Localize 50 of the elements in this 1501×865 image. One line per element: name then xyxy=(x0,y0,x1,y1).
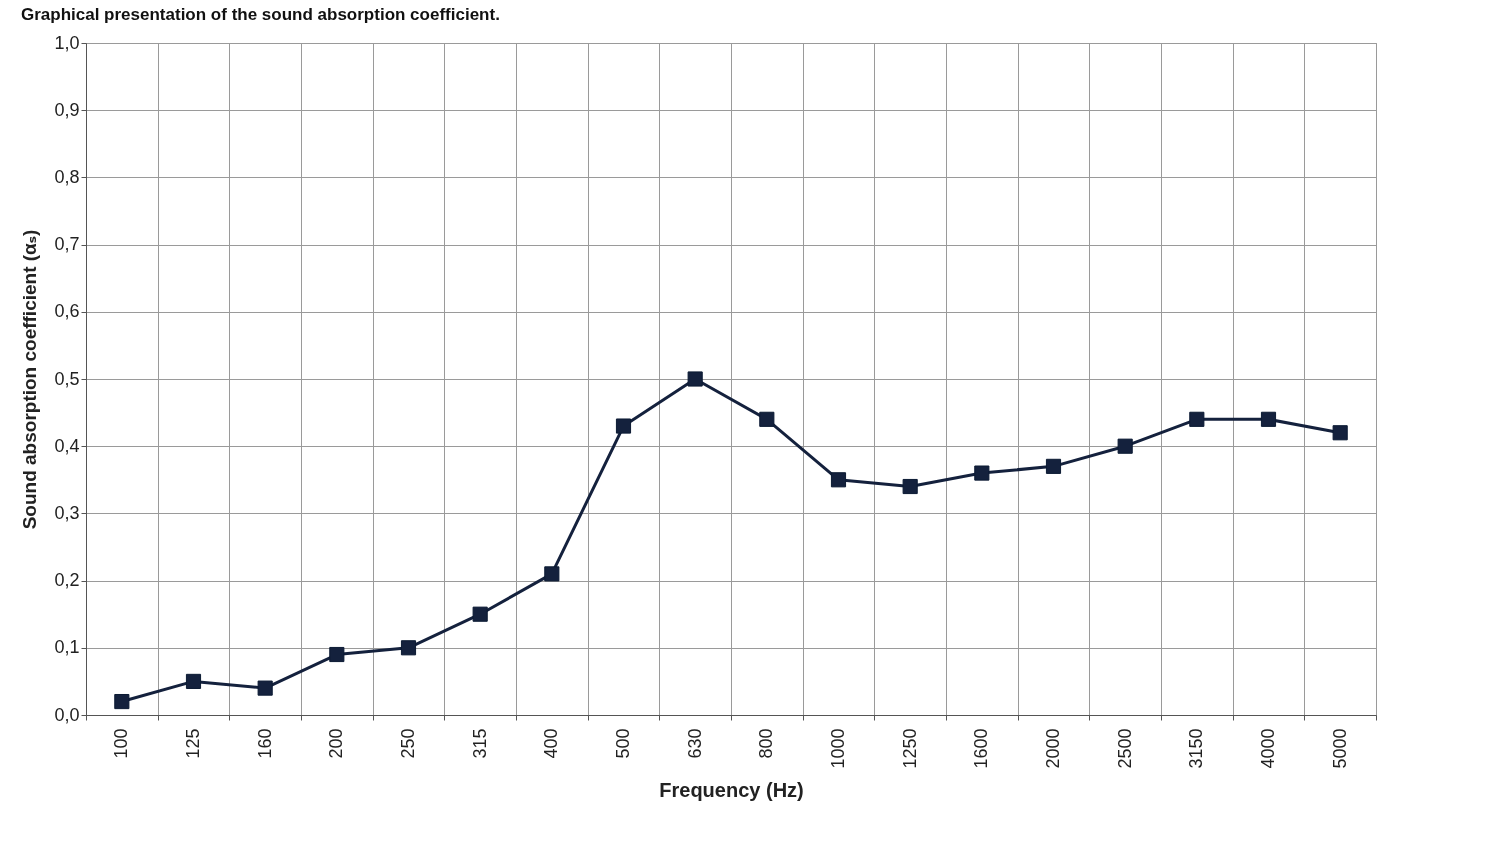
point xyxy=(830,472,847,488)
point xyxy=(759,411,775,427)
x-tick-label: 200 xyxy=(326,728,347,759)
point xyxy=(400,640,417,656)
y-axis-title: Sound absorption coefficient (αₛ) xyxy=(19,229,41,530)
x-tick-label: 1600 xyxy=(971,728,992,769)
chart-title: Graphical presentation of the sound absorption coefficient. xyxy=(20,5,500,24)
x-tick-label: 315 xyxy=(469,728,490,759)
x-tick-label: 2000 xyxy=(1043,728,1063,769)
point xyxy=(1332,425,1348,441)
point xyxy=(472,606,488,622)
y-tick-label: 0,5 xyxy=(54,368,80,389)
y-tick-label: 0,0 xyxy=(54,704,80,725)
x-tick-label: 630 xyxy=(684,728,705,759)
y-tick-label: 0,4 xyxy=(54,435,80,456)
x-tick-label: 2500 xyxy=(1114,728,1135,769)
x-tick-label: 160 xyxy=(254,728,275,759)
x-tick-label: 800 xyxy=(756,728,777,759)
x-tick-label: 100 xyxy=(111,728,132,759)
point xyxy=(687,371,703,387)
point xyxy=(114,693,130,710)
y-tick-label: 0,7 xyxy=(54,234,80,255)
x-tick-label: 3150 xyxy=(1186,728,1207,769)
y-tick-label: 0,1 xyxy=(54,637,80,658)
y-tick-label: 0,8 xyxy=(54,166,80,187)
x-tick-label: 1250 xyxy=(899,728,920,769)
point xyxy=(1045,458,1062,474)
point xyxy=(329,646,345,663)
x-tick-label: 400 xyxy=(541,728,562,759)
point xyxy=(1117,438,1133,454)
point xyxy=(1189,411,1205,427)
point xyxy=(544,566,560,582)
x-tick-label: 5000 xyxy=(1329,728,1350,769)
x-tick-label: 4000 xyxy=(1258,728,1278,769)
x-tick-label: 500 xyxy=(613,728,633,759)
point xyxy=(615,418,632,434)
point xyxy=(974,465,990,481)
y-tick-label: 0,3 xyxy=(54,502,80,523)
y-tick-label: 0,9 xyxy=(54,99,80,120)
x-tick-label: 250 xyxy=(398,728,418,759)
point xyxy=(902,478,918,495)
x-tick-label: 1000 xyxy=(828,728,848,769)
y-tick-label: 1,0 xyxy=(54,32,80,53)
x-tick-label: 125 xyxy=(183,728,203,759)
y-tick-label: 0,2 xyxy=(54,570,80,591)
y-tick-label: 0,6 xyxy=(54,301,80,322)
x-axis-title: Frequency (Hz) xyxy=(659,778,804,801)
point xyxy=(185,673,202,689)
point xyxy=(1260,411,1277,427)
point xyxy=(257,680,273,696)
